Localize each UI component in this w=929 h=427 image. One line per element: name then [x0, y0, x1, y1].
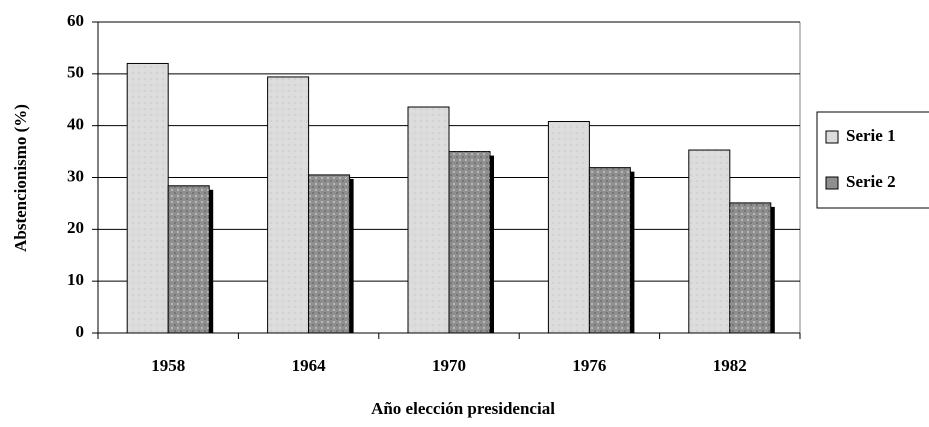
bar-texture — [267, 76, 309, 334]
bar-texture — [548, 121, 590, 334]
x-tick-label: 1958 — [151, 356, 185, 375]
bar-texture — [168, 185, 210, 333]
bar-texture — [688, 150, 730, 333]
bar-texture — [308, 174, 350, 333]
legend-label: Serie 2 — [846, 172, 896, 191]
x-tick-label: 1964 — [292, 356, 327, 375]
y-tick-label: 0 — [76, 322, 85, 341]
legend-swatch — [825, 176, 839, 190]
y-tick-label: 60 — [67, 11, 84, 30]
legend-label: Serie 1 — [846, 126, 896, 145]
y-tick-label: 50 — [67, 63, 84, 82]
bar-texture — [589, 167, 631, 333]
x-tick-label: 1976 — [572, 356, 606, 375]
bar-texture — [408, 107, 449, 333]
x-tick-label: 1982 — [713, 356, 747, 375]
y-tick-label: 40 — [67, 115, 84, 134]
y-tick-label: 30 — [67, 166, 84, 185]
bar-texture — [127, 63, 169, 333]
bar-texture — [729, 202, 771, 333]
x-tick-label: 1970 — [432, 356, 466, 375]
y-tick-label: 10 — [67, 270, 84, 289]
y-axis-title: Abstencionismo (%) — [11, 104, 30, 252]
legend-swatch — [825, 130, 839, 144]
bar-texture — [449, 151, 490, 333]
y-tick-label: 20 — [67, 218, 84, 237]
x-axis-title: Año elección presidencial — [371, 399, 555, 418]
legend-box — [816, 111, 929, 209]
